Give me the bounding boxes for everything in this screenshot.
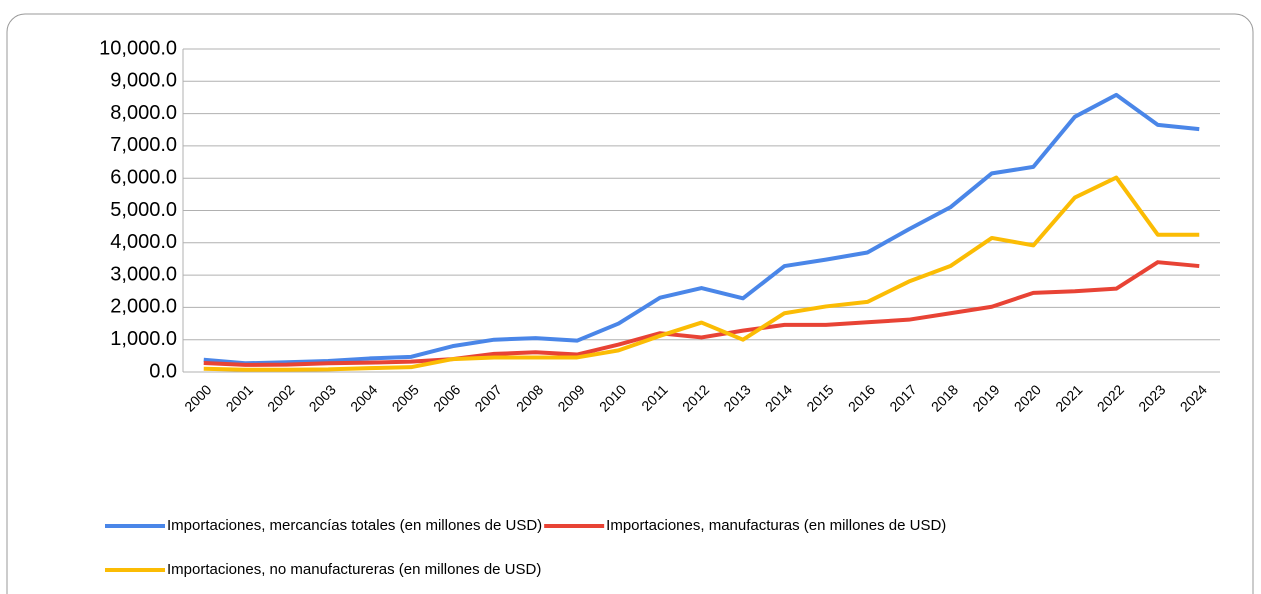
y-tick-label: 1,000.0 [110, 328, 177, 350]
y-tick-label: 2,000.0 [110, 296, 177, 318]
legend-label: Importaciones, mercancías totales (en mi… [167, 517, 542, 534]
y-tick-label: 5,000.0 [110, 199, 177, 221]
data-line [203, 260, 1200, 367]
y-tick-label: 6,000.0 [110, 166, 177, 188]
legend-label: Importaciones, manufacturas (en millones… [606, 517, 946, 534]
y-tick-label: 9,000.0 [110, 70, 177, 92]
y-tick-label: 10,000.0 [99, 37, 177, 59]
y-tick-label: 0.0 [149, 360, 177, 382]
y-tick-label: 3,000.0 [110, 263, 177, 285]
y-tick-label: 4,000.0 [110, 231, 177, 253]
chart-frame [6, 13, 1254, 594]
data-line [203, 175, 1200, 372]
y-tick-label: 7,000.0 [110, 134, 177, 156]
y-tick-label: 8,000.0 [110, 102, 177, 124]
data-line [203, 92, 1200, 366]
legend-label: Importaciones, no manufactureras (en mil… [167, 561, 541, 578]
